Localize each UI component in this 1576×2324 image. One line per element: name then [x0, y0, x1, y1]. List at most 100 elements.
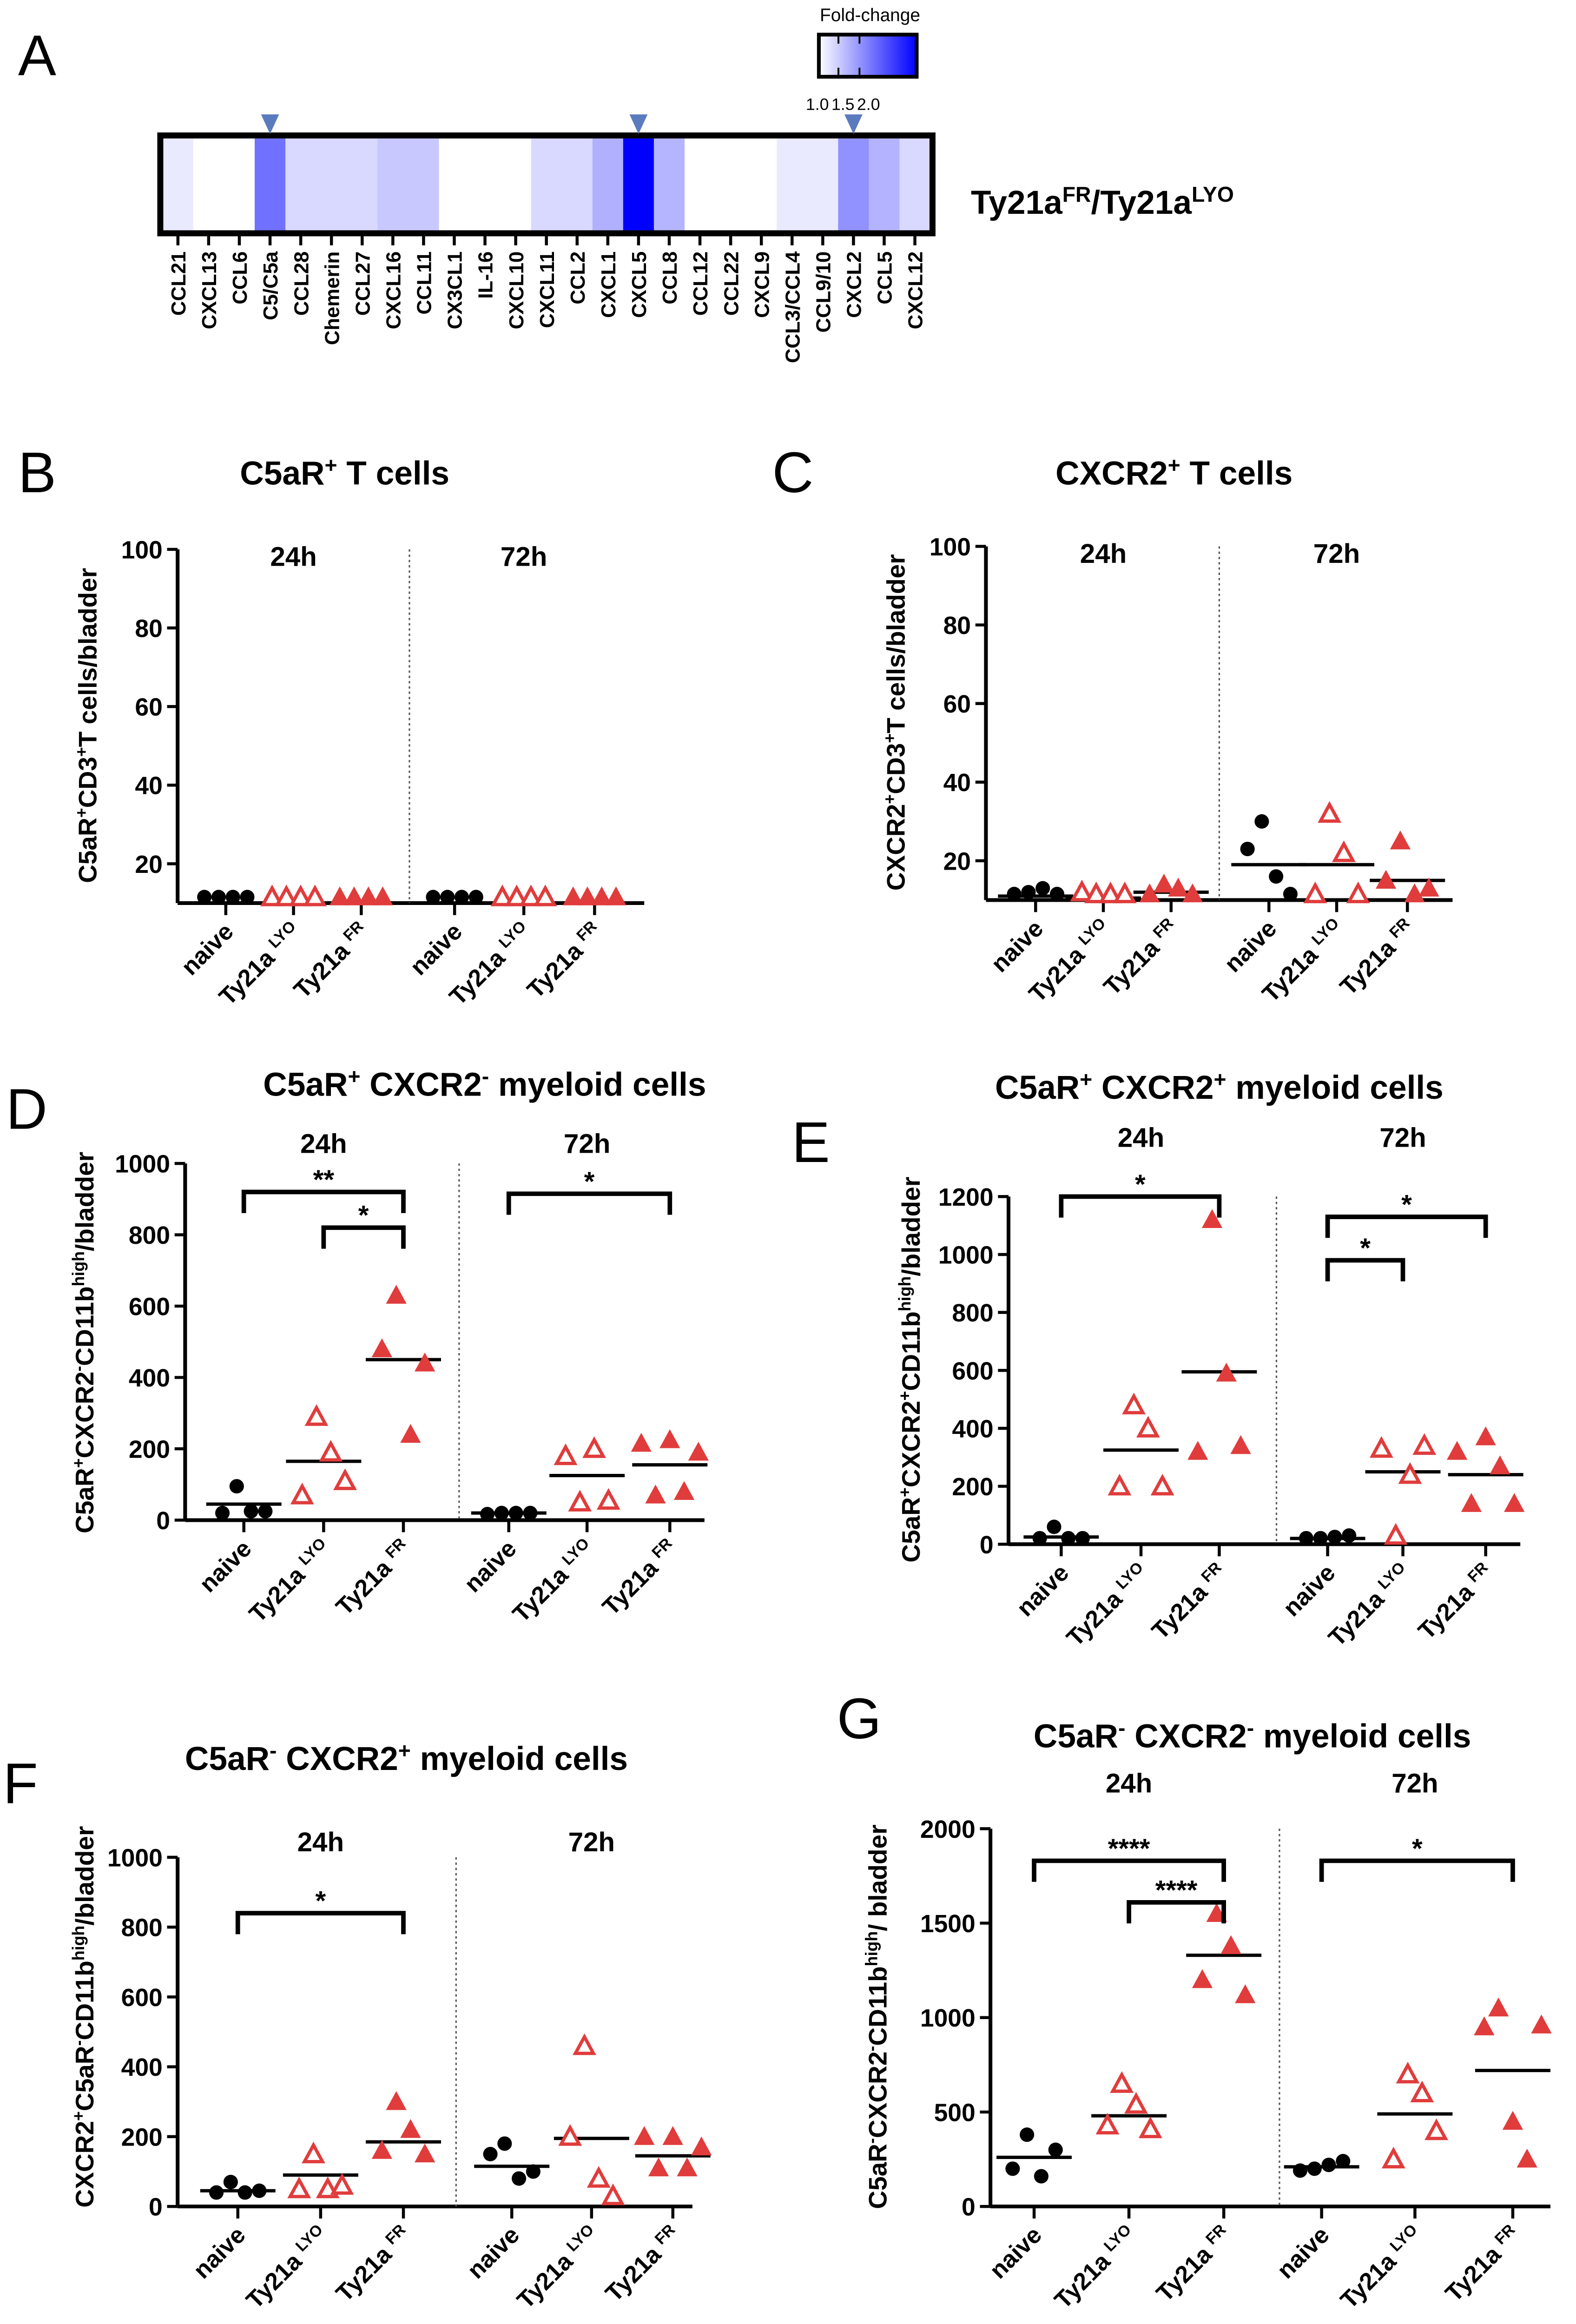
- data-point-open-triangle: [1108, 1473, 1132, 1496]
- text-segment: naive: [1011, 1559, 1074, 1622]
- y-tick-label: 100: [930, 534, 971, 561]
- legend-gradient: [817, 33, 919, 79]
- heatmap-cell: [715, 138, 747, 231]
- comparison-label: Ty21aFR/Ty21aLYO: [971, 182, 1234, 221]
- gene-label: CCL11: [413, 251, 436, 315]
- superscript: high: [69, 1251, 88, 1286]
- y-tick-label: 40: [943, 769, 971, 797]
- text-segment: naive: [188, 2221, 251, 2284]
- text-segment: Ty21a: [1147, 1574, 1217, 1644]
- significance-bracket: [241, 1189, 406, 1213]
- y-tick-label: 200: [121, 2124, 163, 2151]
- text-segment: Ty21a: [241, 2243, 311, 2313]
- data-point-circle: [440, 890, 455, 905]
- data-point-circle: [1034, 2169, 1048, 2184]
- y-tick-label: 400: [121, 2054, 163, 2081]
- y-tick-label: 60: [943, 691, 971, 718]
- text-segment: Ty21a: [244, 1557, 314, 1627]
- text-segment: naive: [194, 1535, 257, 1598]
- timepoint-label: 24h: [270, 542, 317, 572]
- y-tick-label: 1000: [938, 1241, 994, 1269]
- text-segment: CD11b: [70, 1287, 99, 1366]
- data-point-filled-triangle: [563, 886, 584, 905]
- timepoint-label: 72h: [568, 1827, 615, 1857]
- data-point-filled-triangle: [386, 2091, 407, 2110]
- data-point-circle: [1021, 885, 1036, 900]
- text-segment: C5aR: [897, 1497, 925, 1563]
- text-segment: Ty21a: [1323, 1581, 1394, 1651]
- y-tick-label: 1500: [920, 1910, 976, 1938]
- data-point-open-triangle: [260, 885, 284, 906]
- heatmap-cell: [377, 138, 409, 231]
- data-point-open-triangle: [1346, 881, 1370, 904]
- significance-bracket: [1127, 1900, 1226, 1924]
- panel-title: C5aR+ T cells: [240, 453, 449, 492]
- heatmap-cell: [777, 138, 808, 231]
- heatmap-cell: [807, 138, 839, 231]
- superscript: high: [863, 1931, 881, 1966]
- data-point-open-triangle: [1410, 2080, 1434, 2103]
- y-tick-label: 0: [962, 2194, 976, 2221]
- text-segment: /bladder: [897, 1177, 925, 1276]
- data-point-circle: [1269, 869, 1284, 884]
- data-point-circle: [454, 890, 469, 905]
- y-tick-label: 40: [135, 772, 162, 800]
- data-point-circle: [237, 2185, 252, 2200]
- significance-bracket: [1325, 1258, 1405, 1281]
- data-point-filled-triangle: [1187, 1441, 1208, 1460]
- text-segment: myeloid cells: [1254, 1718, 1471, 1755]
- data-point-open-triangle: [558, 2124, 582, 2146]
- data-point-circle: [1005, 2161, 1020, 2176]
- data-point-circle: [223, 2175, 238, 2190]
- timepoint-label: 24h: [1106, 1769, 1152, 1799]
- heatmap-cell: [285, 138, 317, 231]
- data-point-filled-triangle: [1154, 873, 1174, 893]
- y-tick-label: 100: [121, 536, 163, 564]
- data-point-filled-triangle: [691, 2136, 712, 2156]
- superscript: +: [896, 1391, 914, 1401]
- data-point-open-triangle: [304, 1404, 329, 1426]
- text-segment: naive: [405, 918, 468, 980]
- data-point-open-triangle: [1136, 1416, 1160, 1438]
- text-segment: T cells: [337, 456, 449, 492]
- text-segment: Ty21a: [1049, 2243, 1120, 2313]
- heatmap-cell: [193, 138, 224, 231]
- data-point-filled-triangle: [1139, 883, 1160, 903]
- text-segment: Ty21a: [1413, 1574, 1484, 1644]
- text-segment: Ty21a: [1335, 2243, 1406, 2313]
- text-segment: T cells/bladder: [882, 554, 910, 733]
- data-point-circle: [229, 1479, 244, 1494]
- panel-letter: G: [837, 1687, 882, 1751]
- gene-label: CCL22: [720, 251, 743, 316]
- text-segment: Ty21a: [330, 2236, 401, 2306]
- data-point-filled-triangle: [1418, 878, 1439, 897]
- significance-bracket: [235, 1911, 406, 1934]
- heatmap-cell: [500, 138, 532, 231]
- x-tick-label: Ty21a LYO: [507, 1535, 600, 1627]
- text-segment: CXCR2: [1125, 1718, 1246, 1755]
- data-point-circle: [1283, 886, 1298, 902]
- y-tick-label: 80: [943, 612, 971, 640]
- gene-label: CXCL1: [597, 251, 620, 318]
- superscript: +: [1214, 1067, 1227, 1091]
- data-point-filled-triangle: [1375, 870, 1397, 889]
- superscript: FR: [1062, 182, 1091, 206]
- data-point-open-triangle: [573, 2033, 596, 2055]
- data-point-filled-triangle: [606, 886, 626, 905]
- x-tick-label: Ty21a LYO: [1335, 2221, 1427, 2313]
- data-point-filled-triangle: [1461, 1493, 1482, 1512]
- gene-label: CXCL13: [198, 251, 221, 330]
- timepoint-label: 72h: [1313, 539, 1360, 569]
- data-point-circle: [225, 890, 240, 905]
- data-point-filled-triangle: [386, 1285, 407, 1304]
- data-point-circle: [1292, 2163, 1308, 2178]
- data-point-open-triangle: [330, 2173, 354, 2195]
- panel-title: C5aR- CXCR2+ myeloid cells: [185, 1738, 628, 1777]
- data-point-circle: [1048, 2142, 1063, 2157]
- data-point-filled-triangle: [648, 2157, 669, 2177]
- x-tick-label: naive: [1278, 1559, 1340, 1622]
- gene-label: CCL6: [229, 251, 251, 304]
- text-segment: C5aR: [864, 2144, 892, 2209]
- gene-label: CCL21: [167, 251, 190, 316]
